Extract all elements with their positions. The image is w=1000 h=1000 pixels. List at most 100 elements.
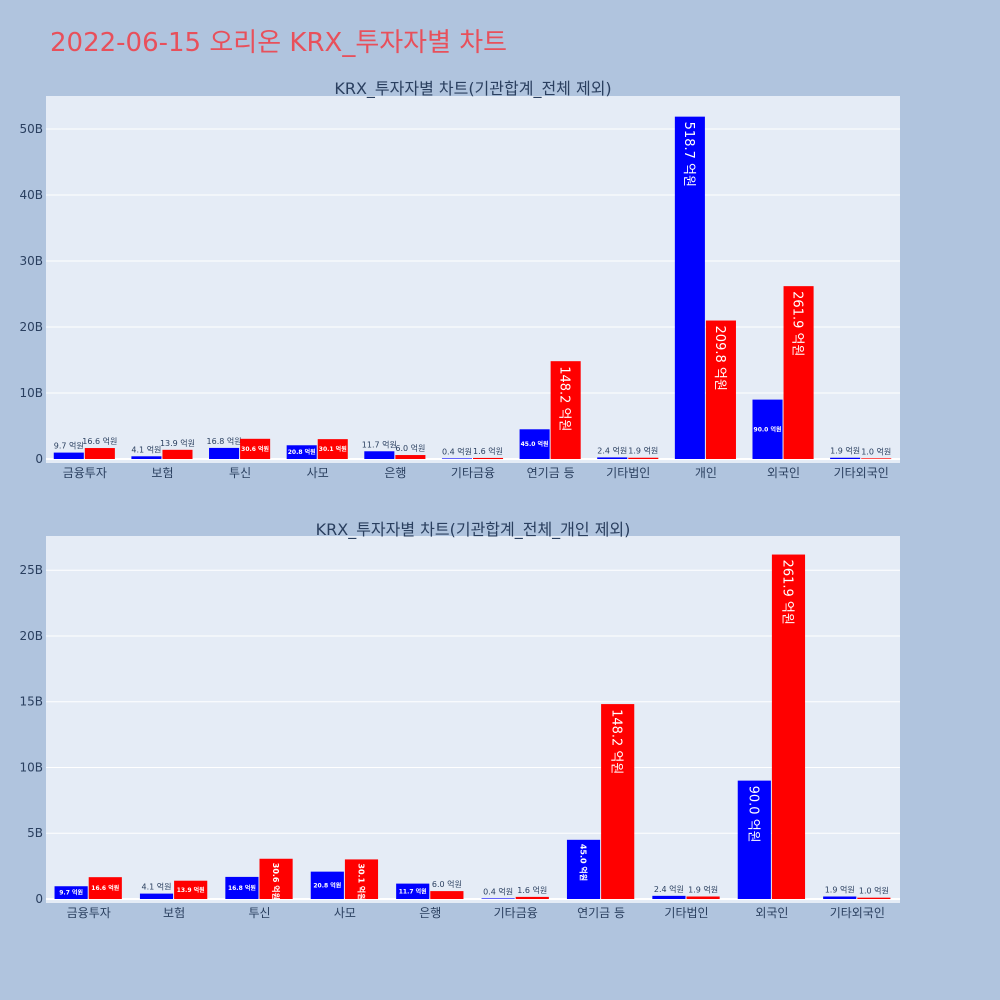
data-label: 20.8 억원 xyxy=(313,881,341,889)
data-label: 9.7 억원 xyxy=(59,889,83,897)
x-tick-label: 사모 xyxy=(334,906,356,920)
data-label: 16.8 억원 xyxy=(207,436,242,446)
data-label: 1.0 억원 xyxy=(861,446,891,456)
chart-title: KRX_투자자별 차트(기관합계_전체 제외) xyxy=(334,79,611,99)
x-tick-label: 기타외국인 xyxy=(830,906,885,920)
bar-sell xyxy=(861,458,892,459)
data-label: 11.7 억원 xyxy=(399,887,427,895)
data-label: 30.1 억원 xyxy=(356,863,366,900)
y-tick-label: 10B xyxy=(19,760,43,774)
data-label: 1.9 억원 xyxy=(830,446,860,456)
bar-sell xyxy=(84,448,115,459)
data-label: 1.9 억원 xyxy=(825,885,855,895)
bar-sell xyxy=(857,897,891,899)
data-label: 6.0 억원 xyxy=(395,443,425,453)
y-tick-label: 10B xyxy=(19,386,43,400)
x-tick-label: 개인 xyxy=(695,466,717,480)
data-label: 4.1 억원 xyxy=(142,882,172,892)
chart-title: KRX_투자자별 차트(기관합계_전체_개인 제외) xyxy=(316,520,631,540)
page-title: 2022-06-15 오리온 KRX_투자자별 차트 xyxy=(50,28,508,58)
data-label: 261.9 억원 xyxy=(790,291,805,356)
data-label: 518.7 억원 xyxy=(681,122,696,187)
bar-buy xyxy=(209,447,240,459)
bar-sell xyxy=(550,361,581,459)
bar-buy xyxy=(225,876,259,899)
bar-buy xyxy=(519,429,550,459)
x-tick-label: 기타외국인 xyxy=(834,466,889,480)
x-tick-label: 금융투자 xyxy=(67,906,111,920)
data-label: 30.1 억원 xyxy=(319,445,347,453)
bar-buy xyxy=(674,116,705,460)
x-tick-label: 금융투자 xyxy=(63,466,107,480)
bar-buy xyxy=(54,886,88,899)
data-label: 16.8 억원 xyxy=(228,884,256,892)
bar-sell xyxy=(430,891,464,899)
bar-sell xyxy=(240,438,271,459)
data-label: 11.7 억원 xyxy=(362,439,397,449)
x-tick-label: 기타금융 xyxy=(494,906,538,920)
bar-buy xyxy=(481,898,515,899)
data-label: 209.8 억원 xyxy=(712,326,727,391)
bar-sell xyxy=(174,880,208,899)
data-label: 1.6 억원 xyxy=(517,885,547,895)
y-tick-label: 20B xyxy=(19,320,43,334)
data-label: 6.0 억원 xyxy=(432,879,462,889)
x-tick-label: 보험 xyxy=(163,906,185,920)
data-label: 16.6 억원 xyxy=(82,436,117,446)
data-label: 4.1 억원 xyxy=(131,444,161,454)
data-label: 16.6 억원 xyxy=(91,884,119,892)
bar-sell xyxy=(88,877,122,899)
data-label: 30.6 억원 xyxy=(241,445,269,453)
bar-buy xyxy=(310,871,344,899)
data-label: 20.8 억원 xyxy=(288,448,316,456)
bar-sell xyxy=(259,858,293,899)
bar-sell xyxy=(515,896,549,899)
y-tick-label: 20B xyxy=(19,629,43,643)
bar-buy xyxy=(597,457,628,459)
bar-sell xyxy=(628,457,659,459)
bar-sell xyxy=(686,896,720,899)
bar-buy xyxy=(830,457,861,459)
data-label: 9.7 억원 xyxy=(54,441,84,451)
y-tick-label: 25B xyxy=(19,563,43,577)
bar-sell xyxy=(473,457,504,459)
bar-sell xyxy=(771,554,806,899)
bar-sell xyxy=(601,704,635,899)
data-label: 261.9 억원 xyxy=(779,560,794,625)
bar-buy xyxy=(131,456,162,459)
bar-buy xyxy=(441,458,472,459)
y-tick-label: 50B xyxy=(19,122,43,136)
x-tick-label: 연기금 등 xyxy=(527,466,575,480)
bar-buy xyxy=(53,452,84,459)
x-tick-label: 외국인 xyxy=(755,906,788,920)
data-label: 1.0 억원 xyxy=(859,886,889,896)
bar-buy xyxy=(752,399,783,459)
data-label: 1.6 억원 xyxy=(473,446,503,456)
bar-sell xyxy=(344,859,379,899)
data-label: 45.0 억원 xyxy=(579,844,589,881)
y-tick-label: 15B xyxy=(19,695,43,709)
x-tick-label: 외국인 xyxy=(767,466,800,480)
x-tick-label: 투신 xyxy=(248,906,270,920)
data-label: 148.2 억원 xyxy=(609,709,624,774)
bar-sell xyxy=(395,455,426,459)
data-label: 1.9 억원 xyxy=(628,446,658,456)
y-tick-label: 40B xyxy=(19,188,43,202)
y-tick-label: 30B xyxy=(19,254,43,268)
bar-sell xyxy=(783,286,814,459)
bar-buy xyxy=(139,893,174,899)
bar-sell xyxy=(162,449,193,459)
bar-buy xyxy=(286,445,317,459)
data-label: 1.9 억원 xyxy=(688,885,718,895)
data-label: 13.9 억원 xyxy=(160,438,195,448)
bar-sell xyxy=(705,320,736,459)
data-label: 2.4 억원 xyxy=(654,884,684,894)
data-label: 13.9 억원 xyxy=(177,886,205,894)
data-label: 0.4 억원 xyxy=(442,446,472,456)
bar-buy xyxy=(396,883,430,899)
data-label: 30.6 억원 xyxy=(271,863,281,900)
bar-buy xyxy=(364,451,395,459)
x-tick-label: 기타법인 xyxy=(606,466,650,480)
x-tick-label: 보험 xyxy=(151,466,173,480)
bar-buy xyxy=(566,839,601,899)
